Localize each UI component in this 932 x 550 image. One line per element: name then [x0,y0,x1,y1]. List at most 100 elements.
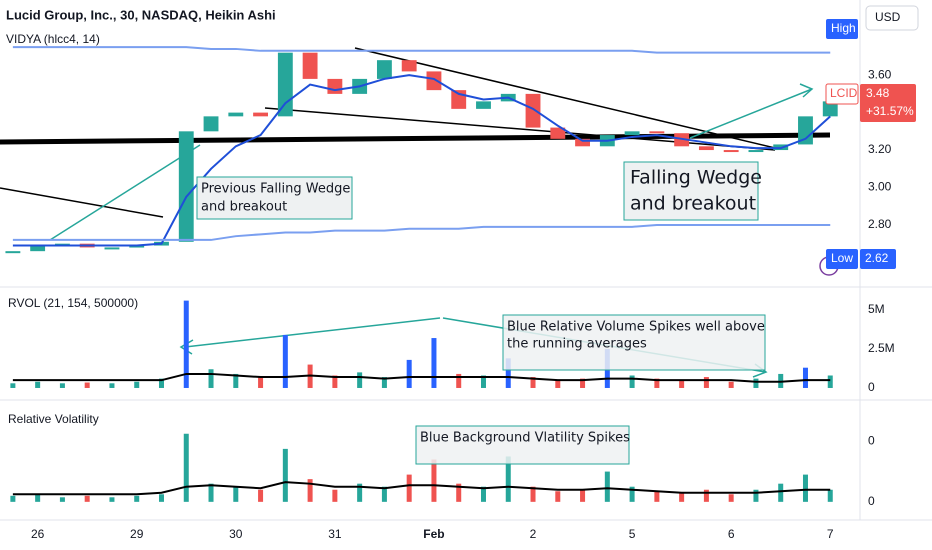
bar [778,483,784,502]
bar [233,486,239,502]
last-price-bg [860,84,916,122]
bar [258,489,264,502]
candle [723,150,739,153]
bar [59,383,65,388]
bar [802,367,808,388]
candle [253,112,268,117]
low-value: 2.62 [865,251,889,265]
candle [698,146,714,151]
bar [629,375,635,388]
currency-button[interactable] [865,5,919,31]
bar [679,492,685,502]
bar [332,375,338,388]
bar [84,382,90,388]
y-tick-label: 2.80 [868,217,892,231]
annotations: Previous Falling Wedge and breakout Fall… [196,161,766,465]
annotation: the running averages [507,337,647,352]
bar [456,483,462,502]
x-tick-label: 5 [629,527,636,541]
bar [357,483,363,502]
candle [476,101,491,109]
bar [59,497,65,502]
x-tick-label: 29 [130,527,144,541]
low-value-bg [860,249,896,269]
bar [703,377,709,388]
annotation-box [415,425,630,465]
bar [530,486,536,502]
bar [753,378,759,388]
bar [35,494,41,502]
low-label-bg [826,249,858,269]
candle [302,52,318,79]
bar [580,378,586,388]
annotation-box [502,314,766,371]
high-label: High [831,21,856,35]
bar [307,479,313,502]
indicator-label: Relative Volatility [8,412,99,426]
bar [802,474,808,502]
y-tick-label: 5M [868,302,885,316]
candle [228,112,244,117]
candle [798,116,813,145]
bar [35,381,41,388]
candle [104,247,120,250]
x-tick-label: 31 [328,527,342,541]
bar [109,497,115,502]
bar [827,375,833,388]
bar [431,338,437,388]
candle [178,131,194,242]
annotation: Falling Wedge [630,167,762,189]
bar [183,300,189,388]
last-price: 3.48 [866,86,890,100]
bar [406,359,412,388]
candle [327,78,343,94]
y-tick-label: 3.60 [868,67,892,81]
bar [258,377,264,388]
chart-title: Lucid Group, Inc., 30, NASDAQ, Heikin As… [6,7,276,22]
indicator-label: VIDYA (hlcc4, 14) [6,32,100,46]
bar [183,433,189,502]
bar [480,486,486,502]
plot-area: 2.80 3.00 3.20 3.60 0 2.5M 5M 0 0 26 29 30 31 Feb 2 5 6 7 [5,46,895,541]
bar [381,486,387,502]
bar [753,489,759,502]
currency[interactable]: USD [875,10,901,24]
bar [530,377,536,388]
bar [406,474,412,502]
bar [827,489,833,502]
annotation: Previous Falling Wedge [201,182,350,197]
bar [505,456,511,502]
annotation: Blue Background Vlatility Spikes [420,431,630,446]
bar [134,381,140,388]
candle [649,131,665,134]
candle [5,251,21,254]
bar [10,383,16,388]
candle [624,131,640,136]
candle [822,101,838,117]
x-tick-label: 2 [530,527,537,541]
y-tick-label: 0 [868,494,875,508]
bar [381,377,387,388]
bar [84,495,90,502]
bar [282,334,288,388]
candle [575,138,590,147]
line [12,46,831,54]
bar [728,494,734,502]
bar [208,369,214,388]
bar [703,489,709,502]
candle [401,60,417,72]
bar [555,380,561,388]
bar [109,383,115,388]
y-tick-label: 0 [868,433,875,447]
bar [505,358,511,388]
bar [580,489,586,502]
candle [30,245,46,252]
bar [480,375,486,388]
candle [550,127,566,139]
candle [203,116,219,132]
x-tick-label: 26 [31,527,45,541]
change: +31.57% [866,104,914,118]
bar [728,381,734,388]
bar [158,378,164,388]
